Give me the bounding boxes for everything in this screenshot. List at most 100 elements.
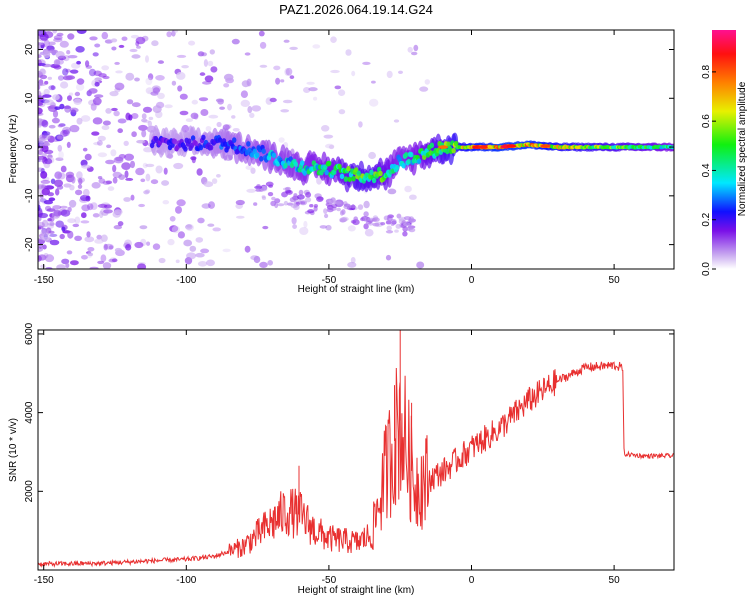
- ridge-core: [190, 135, 196, 141]
- noise-blob: [135, 41, 140, 47]
- echo-blob: [270, 200, 276, 207]
- ridge-core: [351, 175, 356, 182]
- noise-blob: [171, 225, 180, 234]
- noise-blob: [114, 61, 120, 65]
- noise-blob: [413, 44, 419, 52]
- noise-blob: [38, 167, 45, 172]
- noise-blob: [68, 92, 74, 96]
- noise-blob: [411, 51, 418, 56]
- noise-blob: [105, 159, 115, 165]
- echo-blob: [271, 196, 276, 201]
- noise-blob: [94, 238, 104, 244]
- noise-blob: [303, 220, 308, 228]
- noise-blob: [145, 77, 153, 86]
- noise-blob: [60, 165, 67, 173]
- echo-blob: [357, 204, 364, 210]
- noise-blob: [40, 179, 51, 184]
- noise-blob: [167, 238, 175, 246]
- noise-blob: [334, 85, 342, 90]
- noise-blob: [201, 203, 211, 209]
- ridge-core: [302, 170, 307, 176]
- ridge-peak: [438, 145, 448, 149]
- noise-blob: [49, 221, 55, 227]
- y-tick-label: 2000: [24, 480, 35, 503]
- noise-blob: [134, 241, 144, 249]
- noise-blob: [203, 181, 214, 188]
- noise-blob: [190, 112, 199, 120]
- noise-blob: [176, 199, 186, 207]
- echo-blob: [372, 222, 380, 227]
- noise-blob: [216, 121, 222, 128]
- y-tick-label: 10: [24, 92, 35, 104]
- noise-blob: [262, 225, 269, 230]
- noise-blob: [38, 243, 43, 249]
- noise-blob: [186, 224, 192, 228]
- noise-blob: [223, 83, 230, 88]
- noise-blob: [87, 252, 94, 257]
- noise-blob: [200, 248, 210, 254]
- noise-blob: [393, 119, 400, 123]
- noise-blob: [117, 221, 124, 227]
- noise-blob: [93, 142, 101, 146]
- noise-blob: [177, 85, 183, 92]
- noise-blob: [200, 109, 209, 116]
- noise-blob: [316, 176, 322, 185]
- noise-blob: [38, 149, 43, 156]
- echo-blob: [386, 215, 393, 222]
- y-tick-label: 20: [24, 44, 35, 56]
- noise-blob: [191, 99, 198, 105]
- noise-blob: [206, 259, 215, 267]
- noise-blob: [62, 55, 70, 62]
- noise-blob: [82, 188, 90, 197]
- snr-panel: -150 -100 -50 0 50 2000 4000 6000 Height of st…: [8, 322, 675, 596]
- noise-blob: [424, 79, 430, 85]
- noise-blob: [80, 220, 90, 224]
- noise-blob: [57, 124, 64, 128]
- noise-blob: [108, 245, 114, 250]
- noise-blob: [148, 116, 154, 121]
- ridge-peak: [540, 144, 551, 148]
- noise-blob: [244, 245, 251, 253]
- noise-blob: [54, 179, 63, 187]
- noise-blob: [39, 74, 48, 80]
- noise-blob: [150, 91, 159, 96]
- spectrogram-x-label: Height of straight line (km): [298, 284, 415, 295]
- noise-blob: [38, 255, 42, 262]
- noise-blob: [115, 70, 123, 74]
- ridge-core: [293, 161, 298, 167]
- noise-blob: [54, 171, 63, 179]
- ridge-core: [288, 156, 293, 162]
- y-tick-label: 6000: [24, 322, 35, 345]
- noise-blob: [135, 36, 146, 45]
- noise-blob: [41, 120, 49, 128]
- noise-blob: [81, 204, 91, 212]
- echo-blob: [362, 217, 371, 222]
- x-tick-label: 50: [609, 575, 621, 586]
- y-tick-label: 4000: [24, 401, 35, 424]
- noise-blob: [67, 55, 78, 59]
- noise-blob: [323, 134, 334, 139]
- snr-frame: [37, 329, 675, 571]
- snr-y-label: SNR (10 * v/v): [8, 418, 19, 482]
- noise-blob: [48, 124, 56, 129]
- noise-blob: [78, 178, 83, 185]
- noise-blob: [197, 51, 205, 57]
- noise-blob: [38, 157, 44, 162]
- noise-blob: [176, 71, 186, 80]
- noise-blob: [48, 49, 58, 54]
- noise-blob: [112, 177, 118, 184]
- noise-blob: [104, 39, 113, 44]
- noise-blob: [52, 30, 57, 34]
- snr-background: [38, 330, 674, 570]
- noise-blob: [338, 89, 346, 96]
- noise-blob: [52, 110, 59, 118]
- noise-blob: [64, 108, 70, 112]
- noise-blob: [211, 178, 218, 185]
- noise-blob: [176, 54, 187, 58]
- noise-blob: [47, 192, 54, 197]
- noise-blob: [71, 176, 76, 184]
- noise-blob: [75, 83, 85, 91]
- noise-blob: [173, 162, 184, 170]
- noise-blob: [161, 180, 170, 186]
- ridge-core: [409, 151, 414, 158]
